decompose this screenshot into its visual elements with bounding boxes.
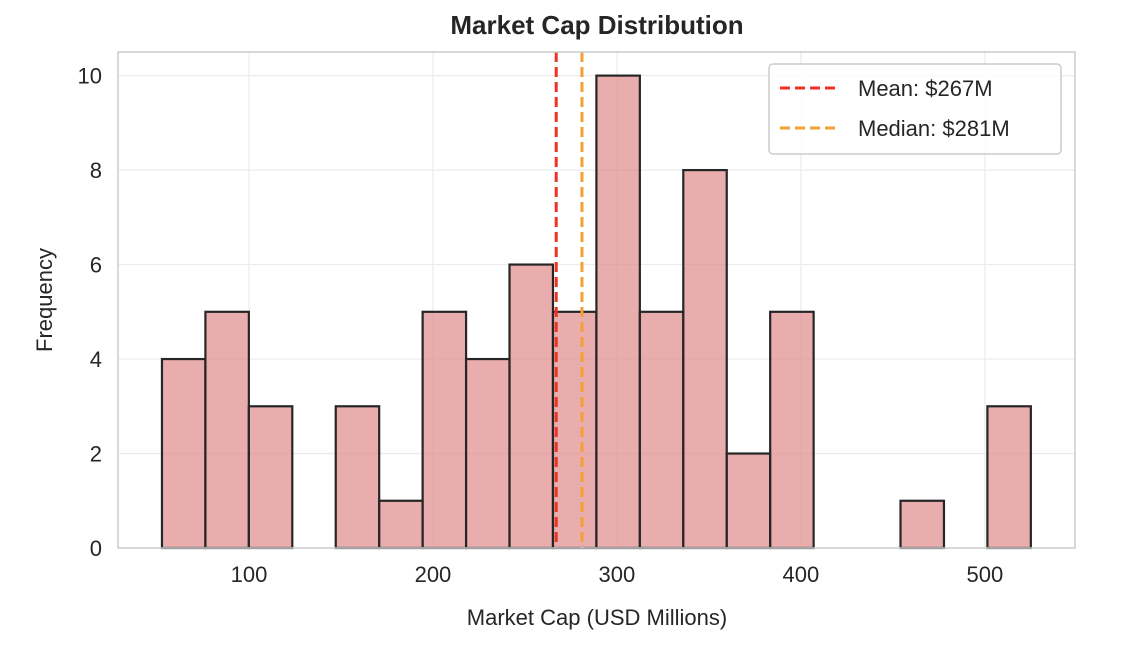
y-tick-label: 8 (90, 158, 102, 183)
histogram-bar (421, 310, 468, 550)
y-axis-label: Frequency (32, 248, 57, 352)
y-tick-label: 2 (90, 442, 102, 467)
histogram-bar (247, 405, 294, 550)
histogram-bar (204, 310, 250, 550)
y-tick-label: 4 (90, 347, 102, 372)
histogram-bar (769, 310, 815, 550)
x-tick-label: 100 (231, 562, 268, 587)
legend-box (768, 63, 1062, 155)
histogram-bar (595, 74, 641, 550)
plot-frame (117, 51, 1076, 549)
histogram-bar (725, 452, 772, 550)
histogram-bar (464, 357, 511, 550)
x-axis-label: Market Cap (USD Millions) (467, 605, 727, 630)
histogram-bar (551, 310, 598, 550)
x-tick-label: 300 (599, 562, 636, 587)
histogram-bar (334, 405, 381, 550)
histogram-bar (682, 168, 728, 550)
y-tick-label: 10 (78, 64, 102, 89)
histogram-bar (378, 499, 424, 550)
legend-label: Mean: $267M (858, 76, 993, 101)
x-tick-label: 500 (966, 562, 1003, 587)
y-tick-label: 0 (90, 536, 102, 561)
x-tick-label: 400 (783, 562, 820, 587)
histogram-bar (638, 310, 685, 550)
histogram-bar (508, 263, 555, 550)
histogram-bar (899, 499, 946, 550)
y-tick-label: 6 (90, 253, 102, 278)
legend-label: Median: $281M (858, 116, 1010, 141)
histogram-bar (986, 405, 1032, 550)
histogram-bar (160, 357, 207, 550)
legend: Mean: $267M Median: $281M (768, 63, 1062, 155)
x-tick-label: 200 (415, 562, 452, 587)
chart-title: Market Cap Distribution (450, 10, 743, 40)
